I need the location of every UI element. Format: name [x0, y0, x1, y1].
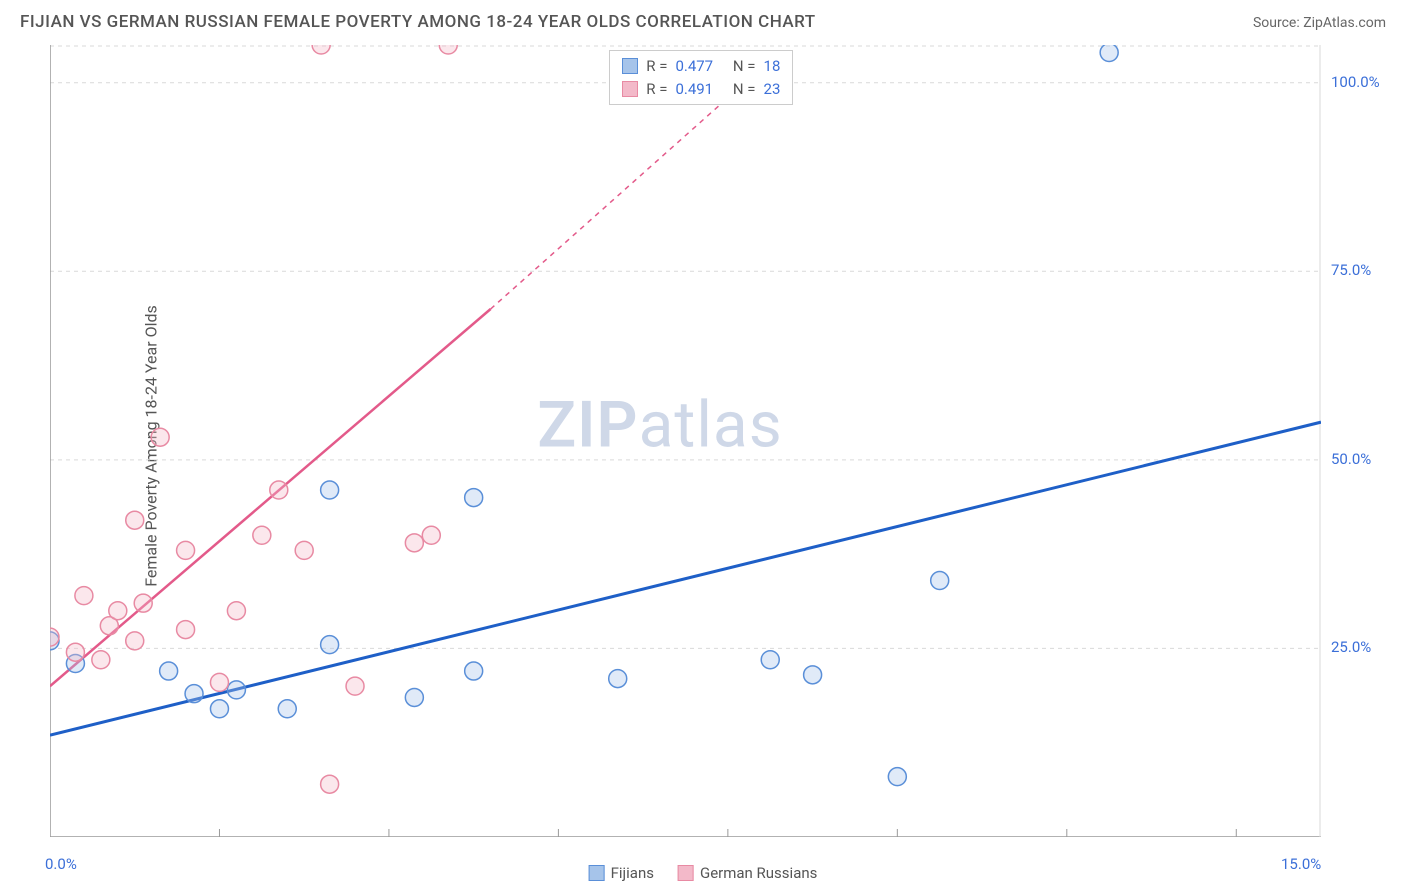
correlation-stats-box: R = 0.477 N = 18 R = 0.491 N = 23 [609, 50, 793, 105]
swatch-fijians [622, 58, 638, 74]
stats-row-german-russians: R = 0.491 N = 23 [622, 78, 780, 101]
scatter-plot [50, 45, 1321, 837]
legend-item-fijians: Fijians [589, 864, 654, 882]
legend-item-german-russians: German Russians [678, 864, 817, 882]
legend: Fijians German Russians [589, 864, 818, 882]
chart-container: ZIPatlas R = 0.477 N = 18 R = 0.491 N = … [50, 45, 1321, 837]
stats-row-fijians: R = 0.477 N = 18 [622, 55, 780, 78]
swatch-german-russians-icon [678, 865, 694, 881]
swatch-german-russians [622, 81, 638, 97]
source-label: Source: ZipAtlas.com [1253, 15, 1386, 31]
legend-label-german-russians: German Russians [700, 864, 817, 882]
chart-title: FIJIAN VS GERMAN RUSSIAN FEMALE POVERTY … [20, 12, 816, 32]
chart-header: FIJIAN VS GERMAN RUSSIAN FEMALE POVERTY … [0, 0, 1406, 40]
legend-label-fijians: Fijians [611, 864, 654, 882]
swatch-fijians-icon [589, 865, 605, 881]
